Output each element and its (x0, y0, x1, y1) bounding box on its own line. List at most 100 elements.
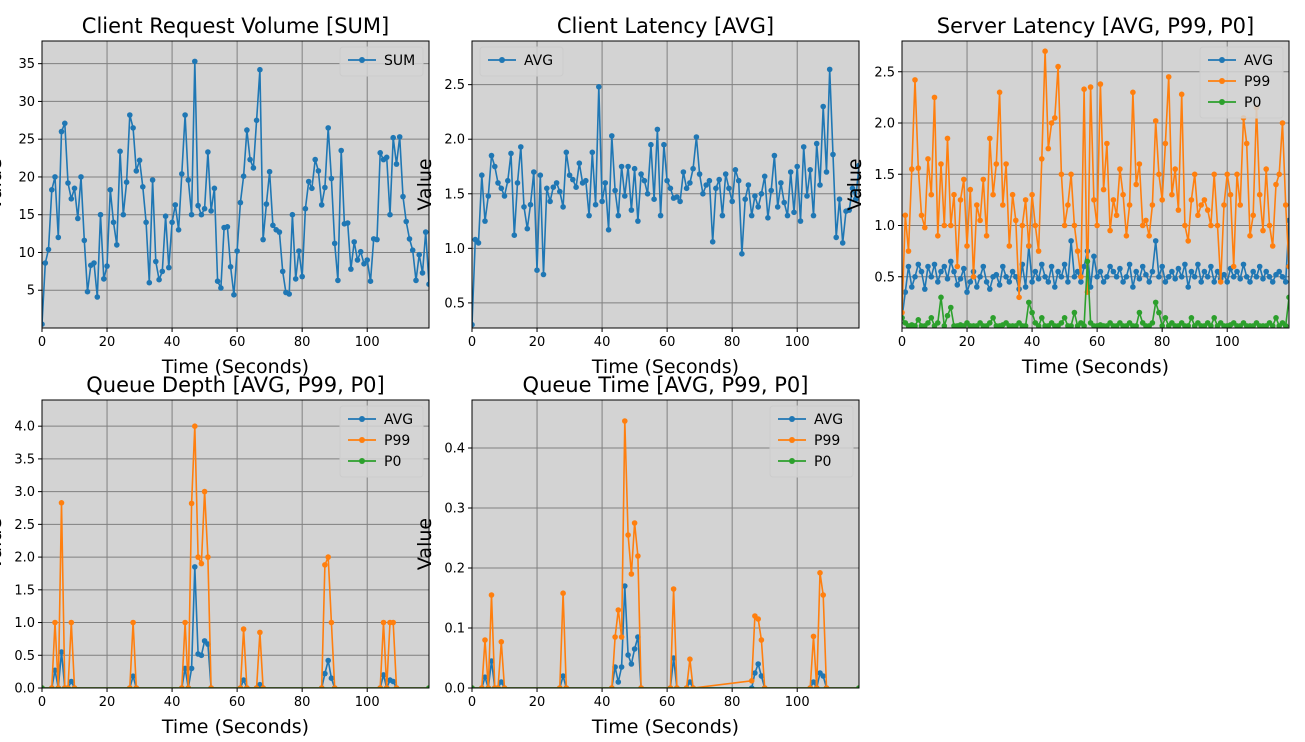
data-point-sum (45, 246, 52, 253)
data-point-p0 (1071, 309, 1078, 316)
data-point-p0 (1211, 315, 1217, 321)
data-point-p99 (980, 176, 987, 183)
data-point-avg (511, 232, 518, 238)
data-point-avg (576, 160, 583, 166)
data-point-sum (403, 218, 410, 225)
data-point-p99 (192, 423, 198, 430)
data-point-p99 (1058, 171, 1065, 178)
legend-marker-avg (499, 57, 505, 63)
data-point-avg (905, 263, 912, 270)
data-point-p99 (482, 637, 488, 643)
data-point-sum (162, 213, 169, 219)
data-point-avg (810, 212, 817, 219)
data-point-avg (820, 103, 826, 110)
data-point-avg (1146, 279, 1152, 285)
series-line-avg (472, 585, 859, 688)
legend: AVG P99 P0 (1199, 46, 1284, 119)
data-point-p0 (941, 323, 948, 328)
data-point-avg (928, 274, 935, 280)
data-point-avg (1039, 261, 1045, 268)
data-point-p99 (1237, 202, 1243, 208)
data-point-avg (683, 185, 690, 192)
data-point-avg (1074, 268, 1081, 275)
data-point-p99 (1282, 202, 1289, 208)
y-tick-label: 5 (27, 284, 35, 299)
data-point-avg (1240, 261, 1247, 268)
y-tick-label: 25 (18, 133, 35, 148)
data-point-avg (1162, 279, 1169, 285)
plot-area (42, 41, 429, 328)
data-point-sum (107, 187, 114, 193)
data-point-avg (909, 284, 915, 290)
data-point-sum (104, 263, 110, 269)
data-point-avg (1250, 268, 1256, 275)
data-point-avg (693, 134, 700, 140)
data-point-avg (774, 204, 781, 210)
data-point-sum (377, 150, 384, 156)
series-group (42, 58, 429, 327)
data-point-avg (696, 171, 703, 177)
data-point-avg (1029, 279, 1035, 285)
data-point-p99 (1068, 171, 1074, 178)
data-point-p99 (1123, 233, 1130, 239)
data-point-avg (566, 172, 573, 178)
data-point-p99 (748, 678, 755, 684)
data-point-p0 (1133, 323, 1139, 328)
legend-label-p0: P0 (384, 454, 401, 470)
data-point-avg (1061, 261, 1068, 268)
data-point-avg (1230, 274, 1237, 280)
data-point-p0 (1152, 299, 1159, 306)
data-point-sum (354, 257, 361, 263)
data-point-avg (1256, 263, 1263, 270)
data-point-p0 (935, 320, 941, 326)
data-point-sum (130, 125, 136, 131)
data-point-avg (1133, 268, 1139, 275)
data-point-avg (498, 679, 505, 685)
data-point-sum (296, 248, 302, 254)
data-point-avg (765, 215, 771, 221)
data-point-avg (622, 193, 628, 199)
data-point-avg (1091, 253, 1097, 260)
data-point-avg (977, 274, 983, 280)
data-point-sum (101, 276, 107, 282)
data-point-avg (993, 271, 1000, 278)
data-point-sum (81, 237, 88, 244)
data-point-avg (492, 163, 498, 170)
plot-frame (901, 40, 1290, 329)
data-point-p99 (1006, 243, 1013, 249)
x-tick-label: 60 (229, 695, 246, 710)
data-point-p99 (948, 222, 954, 229)
data-point-sum (214, 278, 221, 285)
data-point-avg (1035, 276, 1042, 282)
data-point-p99 (1175, 207, 1182, 213)
data-point-avg (1065, 279, 1071, 285)
data-point-avg (716, 176, 722, 183)
data-point-avg (495, 180, 501, 186)
data-point-avg (839, 240, 846, 246)
data-point-p99 (1266, 222, 1273, 229)
data-point-avg (713, 185, 719, 192)
data-point-avg (1042, 274, 1048, 280)
data-point-avg (1136, 276, 1143, 282)
data-point-avg (1243, 274, 1250, 280)
data-point-avg (380, 672, 387, 678)
data-point-p99 (1019, 222, 1026, 229)
chart-panel-4: 0 20 40 60 80 100 0.0 0.5 1.0 1.5 2.0 2.5 3.0 3.5 4.0 Q… (0, 373, 430, 738)
data-point-avg (755, 661, 761, 667)
y-tick-label: 0.2 (444, 562, 465, 577)
data-point-avg (638, 171, 644, 177)
data-point-avg (482, 674, 488, 680)
chart-title: Server Latency [AVG, P99, P0] (937, 14, 1254, 38)
data-point-p99 (938, 161, 944, 167)
data-point-p99 (380, 619, 387, 626)
data-point-p0 (1022, 323, 1029, 328)
data-point-avg (931, 261, 938, 268)
data-point-avg (935, 279, 941, 285)
data-point-avg (563, 149, 570, 156)
data-point-p99 (1234, 171, 1240, 178)
data-point-p99 (488, 592, 495, 598)
data-point-p0 (1273, 315, 1279, 321)
data-point-p99 (1048, 120, 1055, 126)
data-point-avg (915, 261, 922, 268)
data-point-sum (396, 134, 403, 140)
